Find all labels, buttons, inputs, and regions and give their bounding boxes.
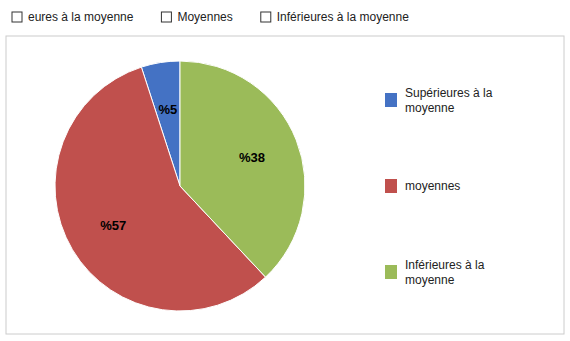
legend-swatch (385, 179, 397, 193)
annotations: eures à la moyenne Moyennes Inférieures à … (12, 10, 409, 24)
annotation: Moyennes (177, 10, 232, 24)
annotation: Inférieures à la moyenne (277, 10, 409, 24)
pie (55, 61, 305, 311)
annotation: eures à la moyenne (28, 10, 134, 24)
legend: Supérieures à lamoyenne moyennes Inférieur… (385, 86, 493, 287)
data-label: %5 (158, 102, 177, 117)
slice (180, 61, 305, 277)
annotation-box (12, 12, 22, 22)
legend-swatch (385, 93, 397, 107)
legend-label: Inférieures à lamoyenne (405, 258, 485, 287)
data-label: %38 (239, 150, 265, 165)
data-labels: %5 %57 %38 (100, 102, 265, 233)
annotation-box (161, 12, 171, 22)
data-label: %57 (100, 218, 126, 233)
legend-label: Supérieures à lamoyenne (405, 86, 493, 115)
frame (6, 36, 564, 334)
chart: eures à la moyenne Moyennes Inférieures à … (0, 0, 570, 341)
legend-swatch (385, 265, 397, 279)
annotation-box (261, 12, 271, 22)
legend-label: moyennes (405, 179, 460, 193)
